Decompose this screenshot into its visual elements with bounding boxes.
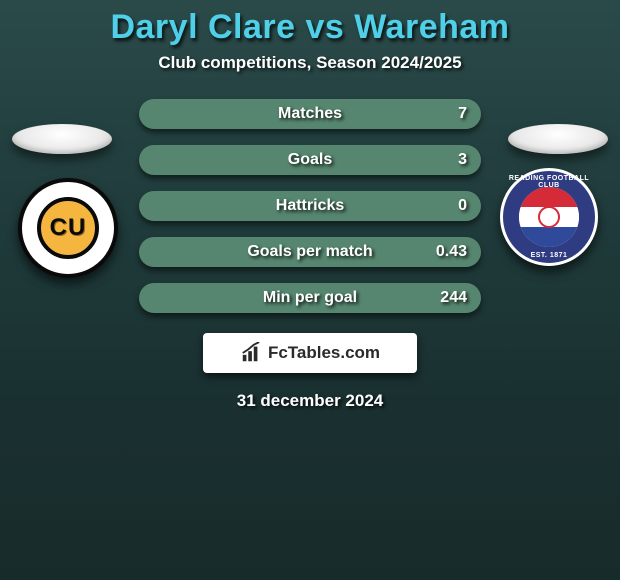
stat-row-matches: Matches 7 — [139, 99, 481, 129]
reading-fc-badge: READING FOOTBALL CLUB EST. 1871 — [500, 168, 598, 266]
cambridge-united-badge: CU — [18, 178, 118, 278]
player-photo-placeholder-right — [508, 124, 608, 154]
attribution-text: FcTables.com — [268, 343, 380, 363]
badge-ring-text-bottom: EST. 1871 — [503, 252, 595, 259]
club-badge-right: READING FOOTBALL CLUB EST. 1871 — [500, 168, 600, 278]
comparison-card: Daryl Clare vs Wareham Club competitions… — [0, 0, 620, 580]
snapshot-date: 31 december 2024 — [0, 391, 620, 411]
club-monogram: CU — [50, 214, 87, 242]
stat-row-goals-per-match: Goals per match 0.43 — [139, 237, 481, 267]
bar-chart-icon — [240, 342, 262, 364]
stat-value: 0.43 — [436, 243, 467, 261]
stat-row-min-per-goal: Min per goal 244 — [139, 283, 481, 313]
player-photo-placeholder-left — [12, 124, 112, 154]
stat-label: Min per goal — [263, 289, 357, 307]
page-title: Daryl Clare vs Wareham — [0, 8, 620, 47]
stat-row-goals: Goals 3 — [139, 145, 481, 175]
stat-value: 244 — [440, 289, 467, 307]
stat-value: 3 — [458, 151, 467, 169]
attribution-badge: FcTables.com — [203, 333, 417, 373]
stat-row-hattricks: Hattricks 0 — [139, 191, 481, 221]
stat-label: Goals — [288, 151, 332, 169]
stat-label: Hattricks — [276, 197, 344, 215]
club-badge-left: CU — [18, 178, 118, 288]
stat-label: Matches — [278, 105, 342, 123]
stat-value: 0 — [458, 197, 467, 215]
stat-value: 7 — [458, 105, 467, 123]
stat-label: Goals per match — [247, 243, 372, 261]
page-subtitle: Club competitions, Season 2024/2025 — [0, 53, 620, 73]
